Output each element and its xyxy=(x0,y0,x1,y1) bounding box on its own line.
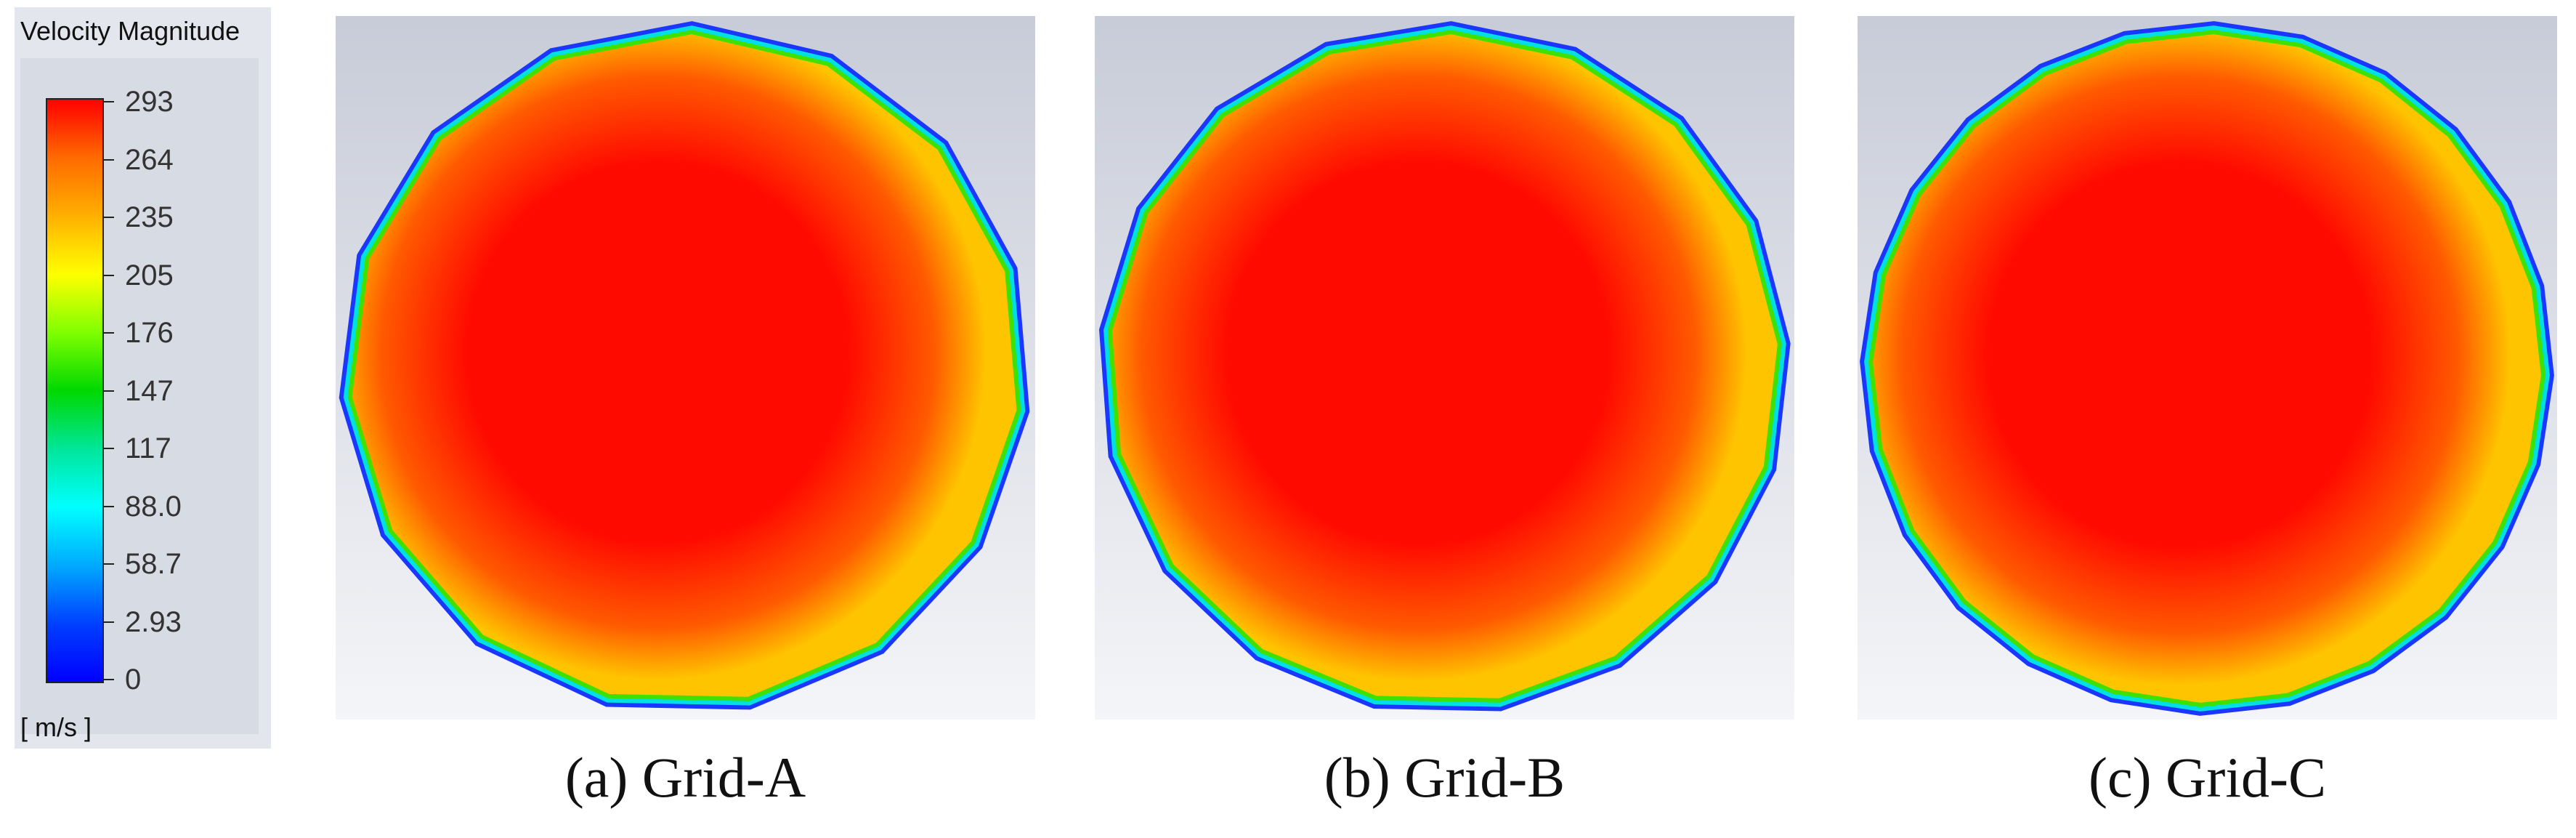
colorbar-tick-mark xyxy=(104,505,114,507)
colorbar-tick-mark xyxy=(104,158,114,161)
flow-core xyxy=(352,34,1017,697)
colorbar-tick-mark xyxy=(104,101,114,102)
colorbar-tick-label: 205 xyxy=(125,259,174,291)
legend-title: Velocity Magnitude xyxy=(20,16,240,46)
colorbar-tick-label: 235 xyxy=(125,201,174,233)
colorbar-tick-label: 88.0 xyxy=(125,490,182,523)
colorbar-tick-mark xyxy=(104,217,114,218)
colorbar-tick-label: 147 xyxy=(125,374,174,407)
panel-grid-b xyxy=(1095,16,1794,720)
colorbar-tick-label: 293 xyxy=(125,86,174,118)
flow-core xyxy=(1111,34,1778,698)
colorbar-tick-label: 0 xyxy=(125,664,142,696)
colorbar-tick-label: 58.7 xyxy=(125,548,182,580)
colorbar-tick-mark xyxy=(104,563,114,565)
panel-grid-c xyxy=(1858,16,2557,720)
colorbar-tick-label: 176 xyxy=(125,317,174,349)
colorbar xyxy=(46,98,104,683)
colorbar-tick-mark xyxy=(104,448,114,449)
colorbar-tick-mark xyxy=(104,390,114,392)
contour-plot-grid-b xyxy=(1095,16,1794,720)
panel-grid-a xyxy=(336,16,1035,720)
colorbar-tick-label: 2.93 xyxy=(125,605,182,638)
colorbar-tick-mark xyxy=(104,332,114,334)
colorbar-tick-mark xyxy=(104,274,114,276)
caption-grid-b: (b) Grid-B xyxy=(1324,746,1566,809)
contour-plot-grid-a xyxy=(336,16,1035,720)
legend-unit: [ m/s ] xyxy=(20,712,92,742)
caption-grid-a: (a) Grid-A xyxy=(564,746,806,809)
colorbar-tick-label: 264 xyxy=(125,143,174,176)
flow-core xyxy=(1873,34,2541,703)
colorbar-tick-label: 117 xyxy=(125,432,171,464)
contour-plot-grid-c xyxy=(1858,16,2557,720)
colorbar-tick-mark xyxy=(104,679,114,680)
colorbar-tick-mark xyxy=(104,621,114,623)
caption-grid-c: (c) Grid-C xyxy=(2088,746,2327,809)
